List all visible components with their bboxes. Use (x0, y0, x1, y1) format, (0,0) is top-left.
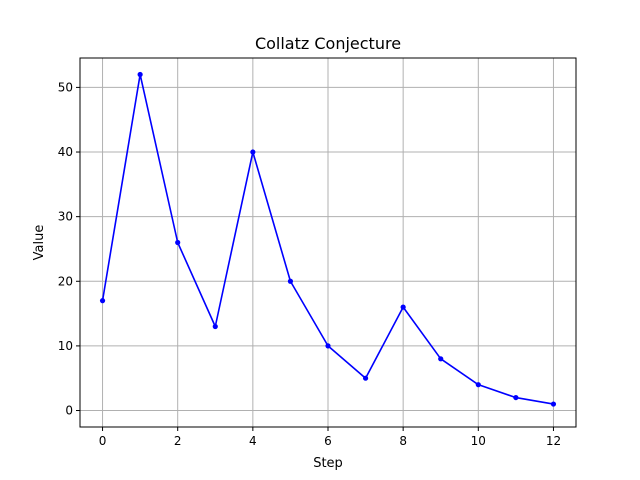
y-tick-label: 40 (58, 145, 73, 159)
y-tick-label: 10 (58, 339, 73, 353)
data-point (438, 356, 444, 362)
data-point (513, 394, 519, 401)
x-tick-label: 10 (471, 434, 486, 448)
data-point (475, 382, 481, 388)
data-point (250, 149, 256, 155)
x-tick-label: 12 (546, 434, 561, 448)
series-layer (99, 71, 557, 407)
y-tick-label: 0 (65, 404, 73, 418)
grid (80, 58, 576, 427)
data-point (550, 401, 557, 407)
x-tick-label: 0 (99, 434, 107, 448)
data-point (325, 343, 331, 349)
data-point (400, 304, 406, 310)
data-point (362, 375, 369, 381)
x-axis-label: Step (313, 456, 343, 471)
data-point (175, 239, 181, 246)
data-point (99, 298, 106, 304)
axis-ticks: 0 2 4 6 8 10 12 0 10 20 30 40 50 (58, 80, 561, 448)
x-tick-label: 4 (249, 434, 257, 448)
y-tick-label: 20 (58, 274, 73, 288)
x-tick-label: 2 (174, 434, 182, 448)
chart-title: Collatz Conjecture (255, 34, 401, 53)
y-tick-label: 50 (58, 80, 73, 94)
y-tick-label: 30 (58, 210, 73, 224)
data-point (287, 278, 294, 284)
data-point (212, 323, 218, 330)
data-point (137, 71, 143, 78)
x-tick-label: 8 (399, 434, 407, 448)
y-axis-label: Value (32, 225, 47, 261)
x-tick-label: 6 (324, 434, 332, 448)
